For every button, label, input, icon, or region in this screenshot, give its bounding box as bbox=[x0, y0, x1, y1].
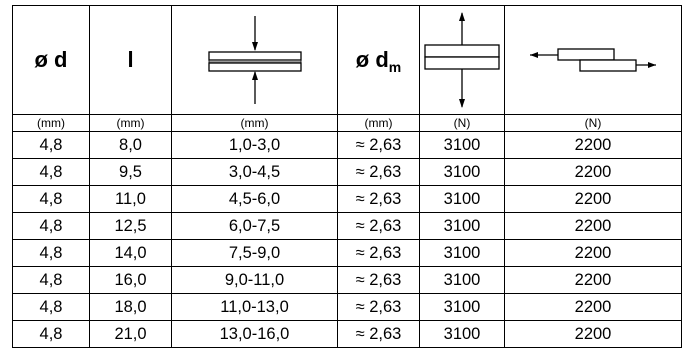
cell-grip-range: 6,0-7,5 bbox=[171, 212, 338, 240]
cell-length: 12,5 bbox=[89, 212, 172, 240]
cell-tensile: 3100 bbox=[419, 185, 505, 213]
cell-shear: 2200 bbox=[504, 212, 682, 240]
cell-mean-diameter: ≈ 2,63 bbox=[337, 293, 420, 321]
header-diameter: ø d bbox=[12, 5, 90, 115]
cell-grip-range: 3,0-4,5 bbox=[171, 158, 338, 186]
cell-length: 14,0 bbox=[89, 239, 172, 267]
cell-length: 9,5 bbox=[89, 158, 172, 186]
cell-tensile: 3100 bbox=[419, 266, 505, 294]
cell-grip-range: 11,0-13,0 bbox=[171, 293, 338, 321]
unit-cell: (mm) bbox=[89, 114, 172, 132]
header-mean-diameter: ø dm bbox=[337, 5, 420, 115]
cell-length: 11,0 bbox=[89, 185, 172, 213]
cell-shear: 2200 bbox=[504, 320, 682, 348]
cell-shear: 2200 bbox=[504, 239, 682, 267]
table-row: 4,8 11,0 4,5-6,0 ≈ 2,63 3100 2200 bbox=[12, 185, 682, 213]
cell-diameter: 4,8 bbox=[12, 131, 90, 159]
header-length: l bbox=[89, 5, 172, 115]
cell-diameter: 4,8 bbox=[12, 158, 90, 186]
cell-shear: 2200 bbox=[504, 266, 682, 294]
clamping-thickness-icon bbox=[207, 16, 302, 104]
cell-mean-diameter: ≈ 2,63 bbox=[337, 266, 420, 294]
cell-diameter: 4,8 bbox=[12, 293, 90, 321]
cell-grip-range: 7,5-9,0 bbox=[171, 239, 338, 267]
cell-diameter: 4,8 bbox=[12, 320, 90, 348]
unit-cell: (mm) bbox=[12, 114, 90, 132]
cell-mean-diameter: ≈ 2,63 bbox=[337, 320, 420, 348]
table-row: 4,8 21,0 13,0-16,0 ≈ 2,63 3100 2200 bbox=[12, 320, 682, 348]
cell-diameter: 4,8 bbox=[12, 239, 90, 267]
cell-grip-range: 1,0-3,0 bbox=[171, 131, 338, 159]
table-row: 4,8 18,0 11,0-13,0 ≈ 2,63 3100 2200 bbox=[12, 293, 682, 321]
unit-cell: (N) bbox=[419, 114, 505, 132]
cell-diameter: 4,8 bbox=[12, 266, 90, 294]
table-row: 4,8 14,0 7,5-9,0 ≈ 2,63 3100 2200 bbox=[12, 239, 682, 267]
cell-diameter: 4,8 bbox=[12, 212, 90, 240]
cell-mean-diameter: ≈ 2,63 bbox=[337, 131, 420, 159]
cell-mean-diameter: ≈ 2,63 bbox=[337, 158, 420, 186]
cell-shear: 2200 bbox=[504, 185, 682, 213]
cell-length: 21,0 bbox=[89, 320, 172, 348]
header-shear-force bbox=[504, 5, 682, 115]
cell-mean-diameter: ≈ 2,63 bbox=[337, 212, 420, 240]
header-row: ø d l ø dm bbox=[12, 5, 682, 115]
specification-table: ø d l ø dm bbox=[12, 5, 682, 348]
cell-grip-range: 9,0-11,0 bbox=[171, 266, 338, 294]
cell-shear: 2200 bbox=[504, 158, 682, 186]
units-row: (mm) (mm) (mm) (mm) (N) (N) bbox=[12, 114, 682, 132]
cell-shear: 2200 bbox=[504, 131, 682, 159]
cell-tensile: 3100 bbox=[419, 320, 505, 348]
cell-length: 18,0 bbox=[89, 293, 172, 321]
cell-grip-range: 4,5-6,0 bbox=[171, 185, 338, 213]
tensile-force-icon bbox=[424, 12, 500, 108]
cell-length: 16,0 bbox=[89, 266, 172, 294]
cell-mean-diameter: ≈ 2,63 bbox=[337, 239, 420, 267]
header-tensile-force bbox=[419, 5, 505, 115]
cell-diameter: 4,8 bbox=[12, 185, 90, 213]
cell-grip-range: 13,0-16,0 bbox=[171, 320, 338, 348]
table-row: 4,8 12,5 6,0-7,5 ≈ 2,63 3100 2200 bbox=[12, 212, 682, 240]
unit-cell: (N) bbox=[504, 114, 682, 132]
cell-tensile: 3100 bbox=[419, 293, 505, 321]
cell-tensile: 3100 bbox=[419, 239, 505, 267]
cell-mean-diameter: ≈ 2,63 bbox=[337, 185, 420, 213]
table-row: 4,8 9,5 3,0-4,5 ≈ 2,63 3100 2200 bbox=[12, 158, 682, 186]
header-grip-range bbox=[171, 5, 338, 115]
cell-tensile: 3100 bbox=[419, 212, 505, 240]
cell-shear: 2200 bbox=[504, 293, 682, 321]
unit-cell: (mm) bbox=[171, 114, 338, 132]
table-row: 4,8 16,0 9,0-11,0 ≈ 2,63 3100 2200 bbox=[12, 266, 682, 294]
unit-cell: (mm) bbox=[337, 114, 420, 132]
shear-force-icon bbox=[530, 48, 656, 72]
cell-tensile: 3100 bbox=[419, 131, 505, 159]
table-row: 4,8 8,0 1,0-3,0 ≈ 2,63 3100 2200 bbox=[12, 131, 682, 159]
cell-length: 8,0 bbox=[89, 131, 172, 159]
cell-tensile: 3100 bbox=[419, 158, 505, 186]
